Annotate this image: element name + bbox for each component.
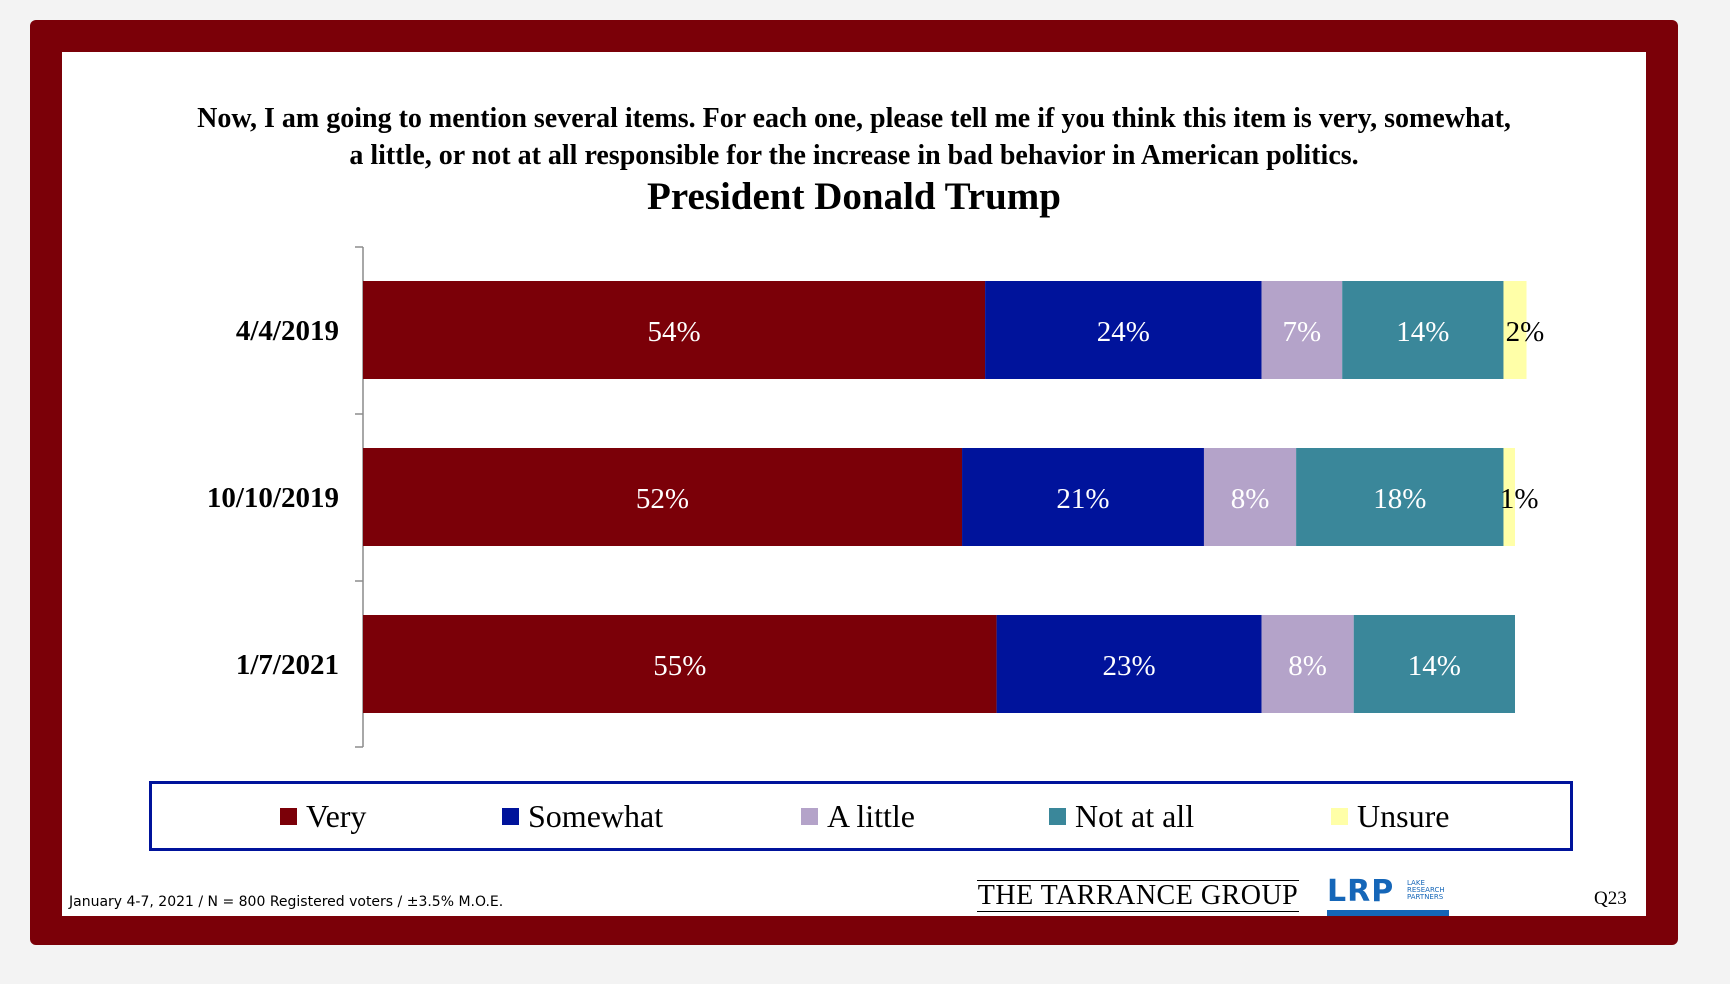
slide: Now, I am going to mention several items… <box>62 52 1646 916</box>
legend-swatch-somewhat <box>502 807 519 825</box>
legend-item-very: Very <box>280 784 366 848</box>
legend-swatch-unsure <box>1331 807 1348 825</box>
legend-item-a-little: A little <box>801 784 915 848</box>
legend-item-not-at-all: Not at all <box>1049 784 1194 848</box>
data-label-somewhat-2: 23% <box>1102 650 1155 682</box>
data-label-a-little-0: 7% <box>1283 316 1322 348</box>
stacked-bar-chart: 4/4/2019 54% 24% 7% 14% 2% 10/10/2019 52% 21% 8% 1… <box>207 246 1545 748</box>
bar-unsure-0 <box>1503 281 1527 379</box>
lrp-logo: LRP LAKE RESEARCH PARTNERS <box>1327 874 1452 916</box>
legend-label-very: Very <box>306 797 367 834</box>
legend-label-somewhat: Somewhat <box>528 797 664 834</box>
legend-item-unsure: Unsure <box>1331 784 1449 848</box>
chart-legend: Very Somewhat A little Not at all Unsure <box>149 781 1573 851</box>
data-label-not-at-all-0: 14% <box>1396 316 1449 348</box>
question-line-1: Now, I am going to mention several items… <box>197 103 1511 134</box>
question-line-2: a little, or not at all responsible for … <box>349 140 1359 171</box>
bar-very-2 <box>363 615 997 713</box>
bar-very-1 <box>363 448 963 546</box>
legend-label-not-at-all: Not at all <box>1075 797 1195 834</box>
legend-item-somewhat: Somewhat <box>502 784 663 848</box>
legend-swatch-very <box>280 807 297 825</box>
footnote: January 4-7, 2021 / N = 800 Registered v… <box>69 894 504 910</box>
legend-label-a-little: A little <box>827 797 915 834</box>
bar-unsure-1 <box>1503 448 1515 546</box>
question-text: Now, I am going to mention several items… <box>62 100 1646 174</box>
lrp-logo-mark: LRP <box>1327 874 1395 909</box>
data-label-very-2: 55% <box>653 650 706 682</box>
bar-not-at-all-2 <box>1353 615 1515 713</box>
legend-swatch-a-little <box>801 807 818 825</box>
lrp-logo-subtitle: LAKE RESEARCH PARTNERS <box>1407 879 1445 901</box>
category-label-1: 10/10/2019 <box>207 482 339 514</box>
bar-a-little-0 <box>1261 281 1343 379</box>
data-label-a-little-1: 8% <box>1231 483 1270 515</box>
data-label-unsure-1: 1% <box>1500 483 1539 515</box>
legend-label-unsure: Unsure <box>1357 797 1450 834</box>
question-number: Q23 <box>1594 888 1627 909</box>
bar-somewhat-1 <box>962 448 1204 546</box>
tarrance-group-logo: THE TARRANCE GROUP <box>977 880 1299 912</box>
bar-somewhat-2 <box>996 615 1262 713</box>
bar-a-little-1 <box>1203 448 1297 546</box>
bar-very-0 <box>363 281 986 379</box>
data-label-somewhat-1: 21% <box>1056 483 1109 515</box>
bar-a-little-2 <box>1261 615 1354 713</box>
data-label-not-at-all-2: 14% <box>1408 650 1461 682</box>
category-label-0: 4/4/2019 <box>236 315 339 347</box>
legend-swatch-not-at-all <box>1049 807 1066 825</box>
lrp-logo-bar <box>1327 910 1449 916</box>
bar-not-at-all-1 <box>1296 448 1504 546</box>
data-label-somewhat-0: 24% <box>1097 316 1150 348</box>
data-label-unsure-0: 2% <box>1506 316 1545 348</box>
bar-somewhat-0 <box>985 281 1262 379</box>
data-label-a-little-2: 8% <box>1288 650 1327 682</box>
data-label-very-1: 52% <box>636 483 689 515</box>
data-label-very-0: 54% <box>647 316 700 348</box>
data-label-not-at-all-1: 18% <box>1373 483 1426 515</box>
category-label-2: 1/7/2021 <box>236 649 339 681</box>
chart-title: President Donald Trump <box>647 175 1061 218</box>
bar-not-at-all-0 <box>1342 281 1504 379</box>
